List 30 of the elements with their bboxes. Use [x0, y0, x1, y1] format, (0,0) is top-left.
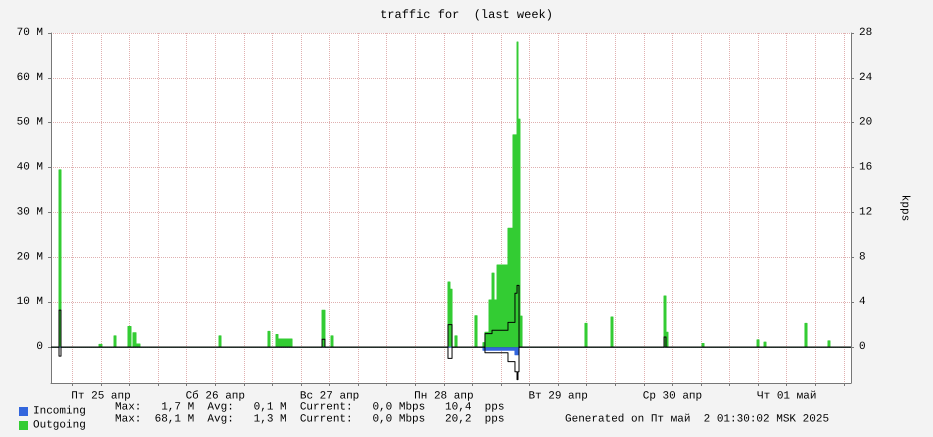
y-tick-label: 50 M: [16, 116, 43, 129]
x-tick-label: Чт 01 май: [757, 390, 816, 402]
y2-axis-title: kpps: [898, 194, 910, 222]
legend-label: Outgoing: [33, 420, 86, 432]
y-tick-label: 70 M: [16, 27, 43, 39]
text: Max: 68,1 M Avg: 1,3 M Current: 0,0 Mbps 20,2 pps: [115, 414, 504, 426]
x-tick-label: Пт 25 апр: [71, 390, 131, 402]
chart-title: traffic for (last week): [380, 8, 553, 22]
y-tick-label: 60 M: [16, 72, 43, 84]
y-tick-label: 0: [36, 341, 43, 354]
x-tick-label: Вт 29 апр: [528, 390, 588, 402]
y2-tick-label: 16: [859, 162, 872, 174]
y2-tick-label: 8: [859, 251, 866, 264]
x-tick-label: Пн 28 апр: [414, 390, 474, 402]
y2-tick-label: 20: [859, 116, 872, 129]
y2-tick-label: 12: [859, 206, 872, 218]
y2-tick-label: 28: [859, 27, 872, 39]
y2-tick-label: 0: [859, 341, 866, 354]
y-tick-label: 10 M: [16, 296, 43, 308]
y-tick-label: 40 M: [16, 162, 43, 174]
y2-tick-label: 4: [859, 296, 866, 308]
x-tick-label: Сб 26 апр: [186, 390, 245, 402]
text: Generated on Пт май 2 01:30:02 MSK 2025: [565, 414, 830, 426]
x-tick-label: Ср 30 апр: [642, 390, 702, 402]
legend-label: Incoming: [33, 406, 86, 418]
y-tick-label: 20 M: [16, 251, 43, 264]
x-tick-label: Вс 27 апр: [300, 390, 360, 402]
text: Max: 1,7 M Avg: 0,1 M Current: 0,0 Mbps 10,4 pps: [115, 402, 504, 414]
y2-tick-label: 24: [859, 72, 873, 84]
y-tick-label: 30 M: [16, 206, 43, 218]
